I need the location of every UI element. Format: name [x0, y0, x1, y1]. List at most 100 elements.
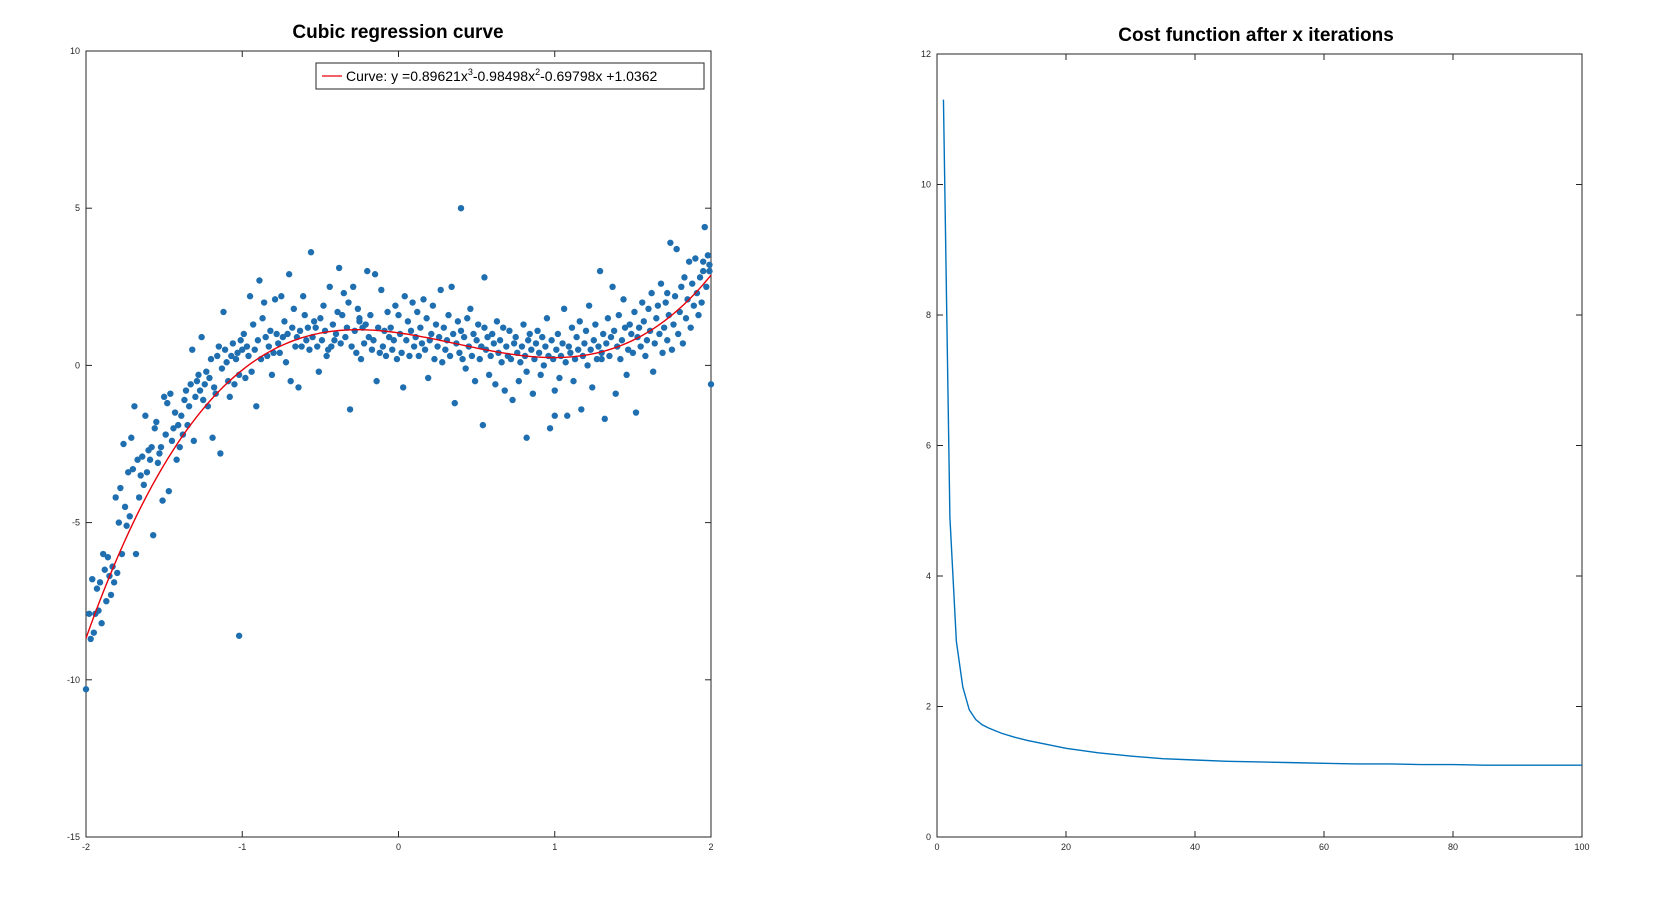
legend-var-quadratic: x	[528, 68, 535, 84]
scatter-point	[523, 434, 530, 441]
scatter-point	[267, 327, 274, 335]
scatter-point	[629, 349, 637, 357]
scatter-point	[468, 352, 476, 360]
scatter-point	[654, 302, 662, 309]
scatter-point	[217, 450, 224, 457]
scatter-point	[604, 315, 612, 322]
scatter-point	[664, 289, 671, 297]
scatter-point	[467, 305, 474, 313]
tick-marks-right	[936, 53, 1583, 838]
scatter-point	[624, 346, 632, 353]
scatter-point	[479, 421, 487, 429]
scatter-point	[131, 403, 138, 410]
scatter-point	[659, 349, 666, 357]
scatter-point	[387, 324, 394, 331]
scatter-point	[107, 591, 115, 599]
scatter-point	[404, 318, 412, 325]
scatter-point	[290, 305, 298, 313]
scatter-point	[89, 575, 96, 583]
scatter-point	[690, 302, 698, 309]
scatter-point	[170, 425, 177, 432]
scatter-point	[470, 330, 477, 338]
scatter-point	[515, 377, 523, 385]
scatter-point	[254, 337, 262, 344]
cost-y-tick-label: 4	[926, 571, 931, 581]
scatter-point	[456, 349, 463, 357]
scatter-point	[370, 337, 377, 344]
scatter-point	[653, 315, 660, 322]
scatter-point	[399, 384, 407, 391]
scatter-point	[143, 469, 151, 476]
cubic-y-tick-label: -5	[72, 518, 80, 528]
scatter-point	[195, 371, 202, 379]
cost-y-tick-label: 12	[921, 49, 931, 59]
cubic-y-tick-label: -15	[67, 832, 80, 842]
scatter-point	[410, 343, 418, 350]
scatter-point	[501, 387, 508, 394]
scatter-point	[493, 318, 501, 325]
scatter-point	[206, 374, 213, 382]
chart-title-cubic-regression: Cubic regression curve	[292, 22, 503, 43]
scatter-point	[407, 327, 415, 335]
scatter-point	[196, 387, 204, 394]
scatter-point	[685, 258, 693, 265]
legend-exponent-3: 3	[468, 67, 473, 77]
scatter-point	[349, 283, 357, 290]
scatter-point	[99, 550, 107, 558]
scatter-point	[360, 340, 368, 347]
scatter-point	[245, 352, 252, 360]
scatter-point	[626, 321, 633, 328]
scatter-point	[346, 406, 354, 413]
scatter-point	[573, 333, 580, 341]
scatter-point	[201, 381, 208, 388]
scatter-point	[418, 340, 426, 347]
legend-exponent-2: 2	[535, 67, 540, 77]
scatter-point	[487, 352, 494, 360]
scatter-point	[121, 503, 129, 511]
scatter-point	[303, 337, 310, 344]
scatter-point	[282, 359, 290, 366]
scatter-point	[234, 349, 241, 357]
scatter-point	[570, 377, 577, 385]
scatter-point	[85, 610, 93, 617]
scatter-point	[181, 396, 188, 404]
scatter-point	[628, 330, 635, 338]
chart-title-cost-function: Cost function after x iterations	[1118, 25, 1394, 46]
scatter-point	[459, 355, 466, 363]
scatter-point	[393, 355, 401, 363]
scatter-point	[485, 371, 493, 379]
scatter-point	[703, 283, 710, 290]
scatter-point	[110, 579, 118, 586]
scatter-point	[528, 346, 535, 353]
scatter-point	[648, 289, 655, 297]
scatter-point	[274, 340, 282, 347]
scatter-point	[704, 252, 712, 259]
cost-y-tick-label: 6	[926, 441, 931, 451]
scatter-point	[546, 425, 554, 432]
scatter-point	[507, 355, 515, 363]
scatter-point	[154, 459, 162, 467]
scatter-point	[215, 343, 223, 350]
scatter-point	[681, 274, 688, 281]
scatter-point	[329, 321, 337, 328]
scatter-point	[471, 377, 479, 385]
scatter-point	[651, 340, 658, 347]
scatter-point	[620, 296, 627, 303]
scatter-point	[481, 274, 488, 281]
scatter-point	[189, 346, 196, 353]
scatter-point	[207, 355, 215, 363]
scatter-point	[539, 333, 546, 341]
scatter-point	[173, 456, 180, 463]
scatter-point	[454, 318, 462, 325]
scatter-point	[437, 286, 444, 294]
scatter-point	[331, 337, 338, 344]
scatter-point	[98, 620, 105, 627]
scatter-point	[684, 296, 691, 303]
scatter-point	[315, 368, 323, 375]
scatter-point	[439, 359, 446, 366]
scatter-point	[417, 324, 424, 331]
scatter-point	[562, 359, 569, 366]
scatter-point	[265, 343, 273, 350]
scatter-point	[706, 267, 713, 275]
scatter-point	[353, 349, 360, 357]
